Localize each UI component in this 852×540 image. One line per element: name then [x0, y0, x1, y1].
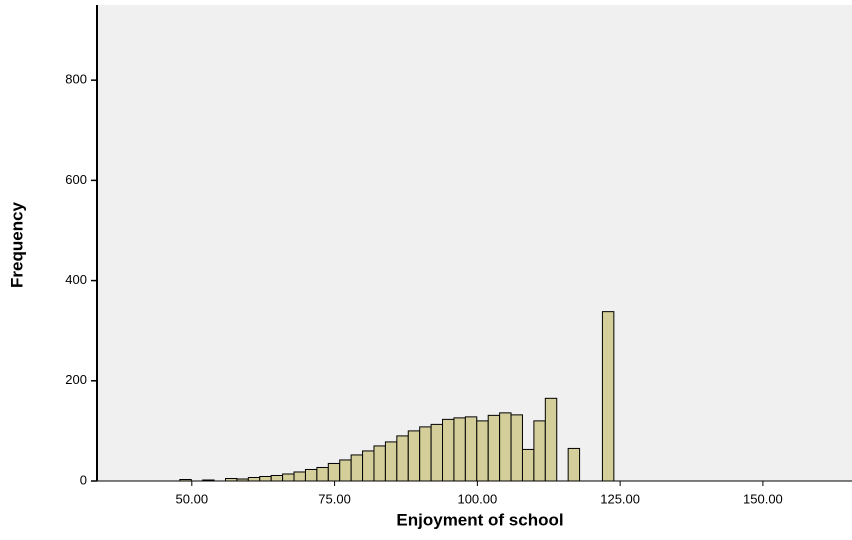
bar — [533, 420, 546, 482]
bar — [499, 412, 512, 482]
bar — [487, 414, 501, 482]
bar — [396, 435, 409, 482]
y-tick-label: 0 — [80, 472, 87, 487]
bar — [567, 447, 581, 482]
bar — [476, 420, 489, 482]
bar — [270, 474, 284, 482]
x-tick-label: 75.00 — [318, 491, 351, 506]
bar — [407, 430, 421, 482]
bar — [453, 417, 466, 482]
bar — [350, 454, 364, 482]
y-axis-title: Frequency — [7, 201, 26, 288]
y-tick-label: 200 — [65, 372, 87, 387]
bar — [339, 459, 352, 482]
bar — [544, 397, 558, 482]
bar — [373, 445, 386, 482]
bar — [442, 418, 455, 482]
bar — [259, 475, 272, 482]
bar — [362, 450, 375, 482]
bar — [304, 468, 318, 482]
bar — [419, 426, 432, 482]
bar — [327, 462, 341, 482]
bar — [601, 311, 615, 482]
bar — [510, 414, 523, 482]
x-tick-label: 50.00 — [176, 491, 209, 506]
bar — [430, 423, 444, 482]
bar — [521, 448, 535, 482]
y-tick-label: 400 — [65, 272, 87, 287]
bar — [464, 416, 478, 482]
bar — [247, 476, 261, 482]
bar — [316, 466, 329, 482]
y-tick-label: 600 — [65, 172, 87, 187]
bar — [384, 441, 398, 482]
plot-area — [97, 5, 852, 481]
x-axis-title: Enjoyment of school — [396, 510, 563, 529]
x-tick-label: 150.00 — [743, 491, 783, 506]
bar — [293, 471, 306, 482]
x-tick-label: 100.00 — [457, 491, 497, 506]
x-tick-label: 125.00 — [600, 491, 640, 506]
bar — [282, 473, 295, 482]
y-tick-label: 800 — [65, 72, 87, 87]
